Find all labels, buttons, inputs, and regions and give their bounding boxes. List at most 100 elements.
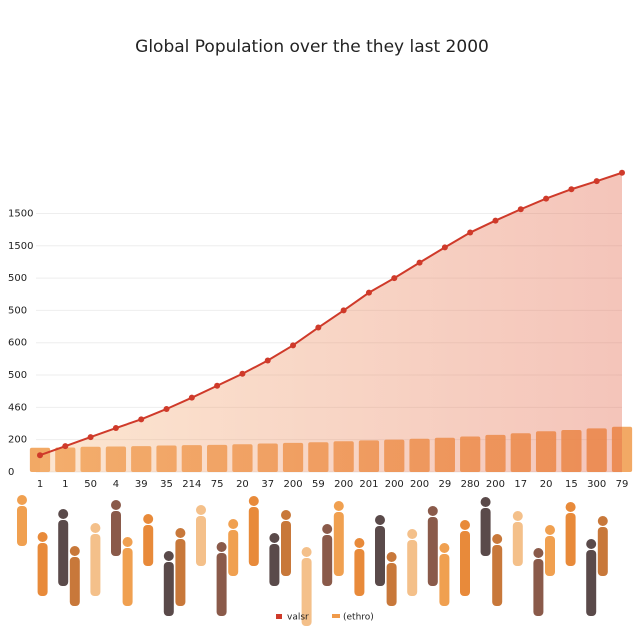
- x-tick-label: 280: [461, 479, 480, 490]
- y-tick-label: 600: [8, 338, 27, 349]
- x-tick-label: 29: [439, 479, 452, 490]
- figure-head: [216, 542, 227, 552]
- x-tick-label: 4: [113, 479, 119, 490]
- x-tick-label: 15: [565, 479, 578, 490]
- figure-head: [69, 546, 80, 556]
- x-tick-label: 37: [261, 479, 274, 490]
- figure-head: [301, 547, 312, 557]
- figure-head: [512, 511, 523, 521]
- figure-body: [512, 522, 523, 566]
- x-tick-label: 59: [312, 479, 325, 490]
- legend-swatch: [276, 614, 282, 619]
- x-tick-label: 1: [62, 479, 68, 490]
- x-tick-label: 75: [211, 479, 224, 490]
- figure-body: [565, 513, 576, 566]
- figure-head: [565, 502, 576, 512]
- figure-body: [301, 558, 312, 626]
- figure-head: [460, 520, 470, 530]
- figure-body: [17, 506, 27, 546]
- figure-head: [17, 495, 27, 505]
- figure-body: [69, 557, 80, 606]
- figure-head: [37, 532, 48, 542]
- x-tick-label: 17: [514, 479, 527, 490]
- figure-head: [597, 516, 608, 526]
- figure-body: [597, 527, 608, 576]
- figure-body: [228, 530, 239, 576]
- point: [619, 169, 625, 176]
- figure-head: [143, 514, 154, 524]
- point: [264, 357, 271, 364]
- figure-body: [122, 548, 133, 606]
- figure-body: [375, 526, 385, 586]
- series-line: [39, 171, 623, 457]
- figure-body: [143, 525, 154, 566]
- figure-body: [111, 511, 121, 556]
- point: [517, 206, 524, 213]
- figure-head: [427, 506, 438, 516]
- figure-head: [386, 552, 397, 562]
- figure-body: [248, 507, 259, 566]
- x-tick-label: 200: [334, 479, 353, 490]
- figure-body: [533, 559, 544, 616]
- figure-head: [545, 525, 555, 535]
- legend-label: (ethro): [343, 613, 374, 623]
- y-tick-label: 500: [8, 305, 27, 316]
- figure-head: [375, 515, 385, 525]
- figure-head: [480, 497, 491, 507]
- point: [214, 382, 221, 389]
- figure-body: [460, 531, 470, 596]
- figure-head: [111, 500, 121, 510]
- x-tick-label: 200: [486, 479, 505, 490]
- x-tick-label: 200: [410, 479, 429, 490]
- x-tick-label: 200: [283, 479, 302, 490]
- figure-head: [228, 519, 239, 529]
- y-tick-label: 1500: [8, 241, 33, 252]
- figure-head: [333, 501, 344, 511]
- figure-head: [407, 529, 418, 539]
- y-tick-label: 0: [8, 467, 14, 478]
- x-tick-label: 50: [84, 479, 97, 490]
- point: [112, 425, 119, 432]
- point: [568, 186, 575, 193]
- figure-body: [175, 539, 186, 606]
- y-tick-label: 200: [8, 435, 27, 446]
- x-tick-label: 201: [359, 479, 378, 490]
- y-tick-label: 500: [8, 273, 27, 284]
- figure-head: [196, 505, 206, 515]
- point: [416, 259, 423, 266]
- point: [37, 452, 43, 459]
- point: [290, 342, 297, 349]
- figure-body: [333, 512, 344, 576]
- point: [315, 324, 322, 331]
- figure-head: [533, 548, 544, 558]
- figure-body: [322, 535, 333, 586]
- x-tick-label: 35: [160, 479, 173, 490]
- point: [441, 244, 448, 251]
- figure-head: [439, 543, 450, 553]
- chart-title: Global Population over the they last 200…: [135, 37, 489, 57]
- crowd-illustration: [17, 495, 608, 626]
- point: [391, 275, 398, 282]
- figure-body: [216, 553, 227, 616]
- point: [163, 405, 170, 412]
- figure-head: [269, 533, 280, 543]
- point: [340, 307, 347, 314]
- point: [467, 229, 474, 236]
- figure-head: [322, 524, 333, 534]
- legend-swatch: [332, 614, 340, 618]
- figure-body: [407, 540, 418, 596]
- figure-head: [58, 509, 69, 519]
- figure-body: [37, 543, 48, 596]
- figure-body: [586, 550, 597, 616]
- x-tick-label: 1: [37, 479, 43, 490]
- x-tick-label: 79: [616, 479, 629, 490]
- y-tick-label: 460: [8, 402, 27, 413]
- point: [188, 394, 195, 401]
- figure-head: [90, 523, 101, 533]
- figure-body: [90, 534, 101, 596]
- series-area: [40, 172, 622, 472]
- figure-body: [196, 516, 206, 566]
- point: [138, 416, 145, 423]
- figure-head: [163, 551, 174, 561]
